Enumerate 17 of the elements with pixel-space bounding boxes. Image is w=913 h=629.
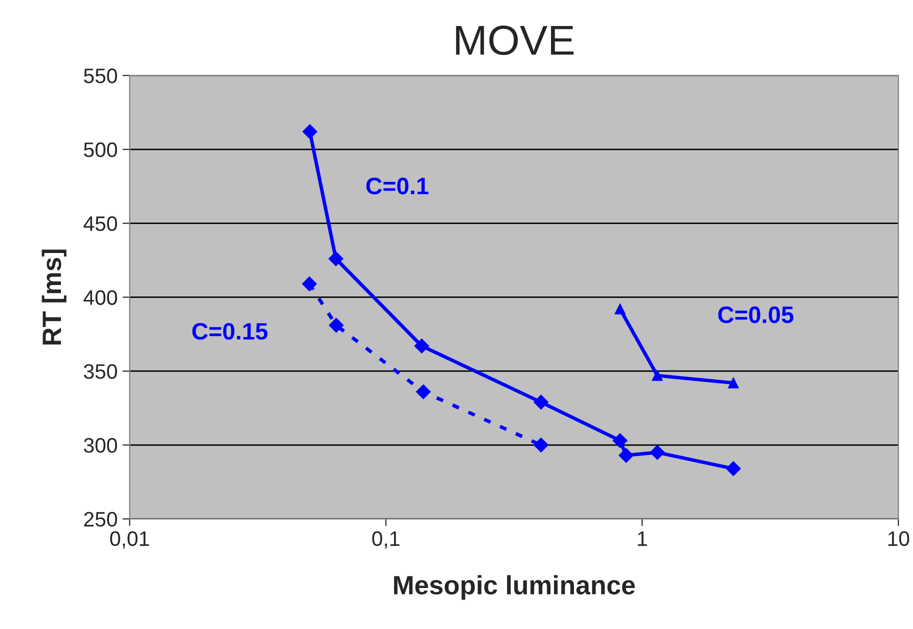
x-tick-label: 10 — [888, 531, 910, 546]
text: C=0.15 — [192, 322, 268, 340]
text: C=0.05 — [718, 306, 794, 324]
x-tick-label: 1 — [638, 531, 647, 546]
y-tick-label: 450 — [84, 216, 118, 232]
y-tick-label: 400 — [84, 290, 118, 305]
chart-title: MOVE — [456, 26, 574, 56]
series-label: C=0.1 — [366, 178, 428, 194]
y-tick-label: 500 — [84, 142, 118, 158]
y-tick-label: 350 — [84, 364, 118, 379]
y-tick-label: 550 — [84, 68, 118, 84]
y-tick-label: 300 — [84, 438, 118, 453]
y-axis-title: RT [ms] — [42, 250, 66, 345]
x-axis-title: Mesopic luminance — [394, 575, 635, 600]
x-tick-label: 0,1 — [372, 531, 400, 548]
y-tick-label: 250 — [84, 512, 118, 527]
x-tick-label: 0,01 — [110, 531, 149, 548]
